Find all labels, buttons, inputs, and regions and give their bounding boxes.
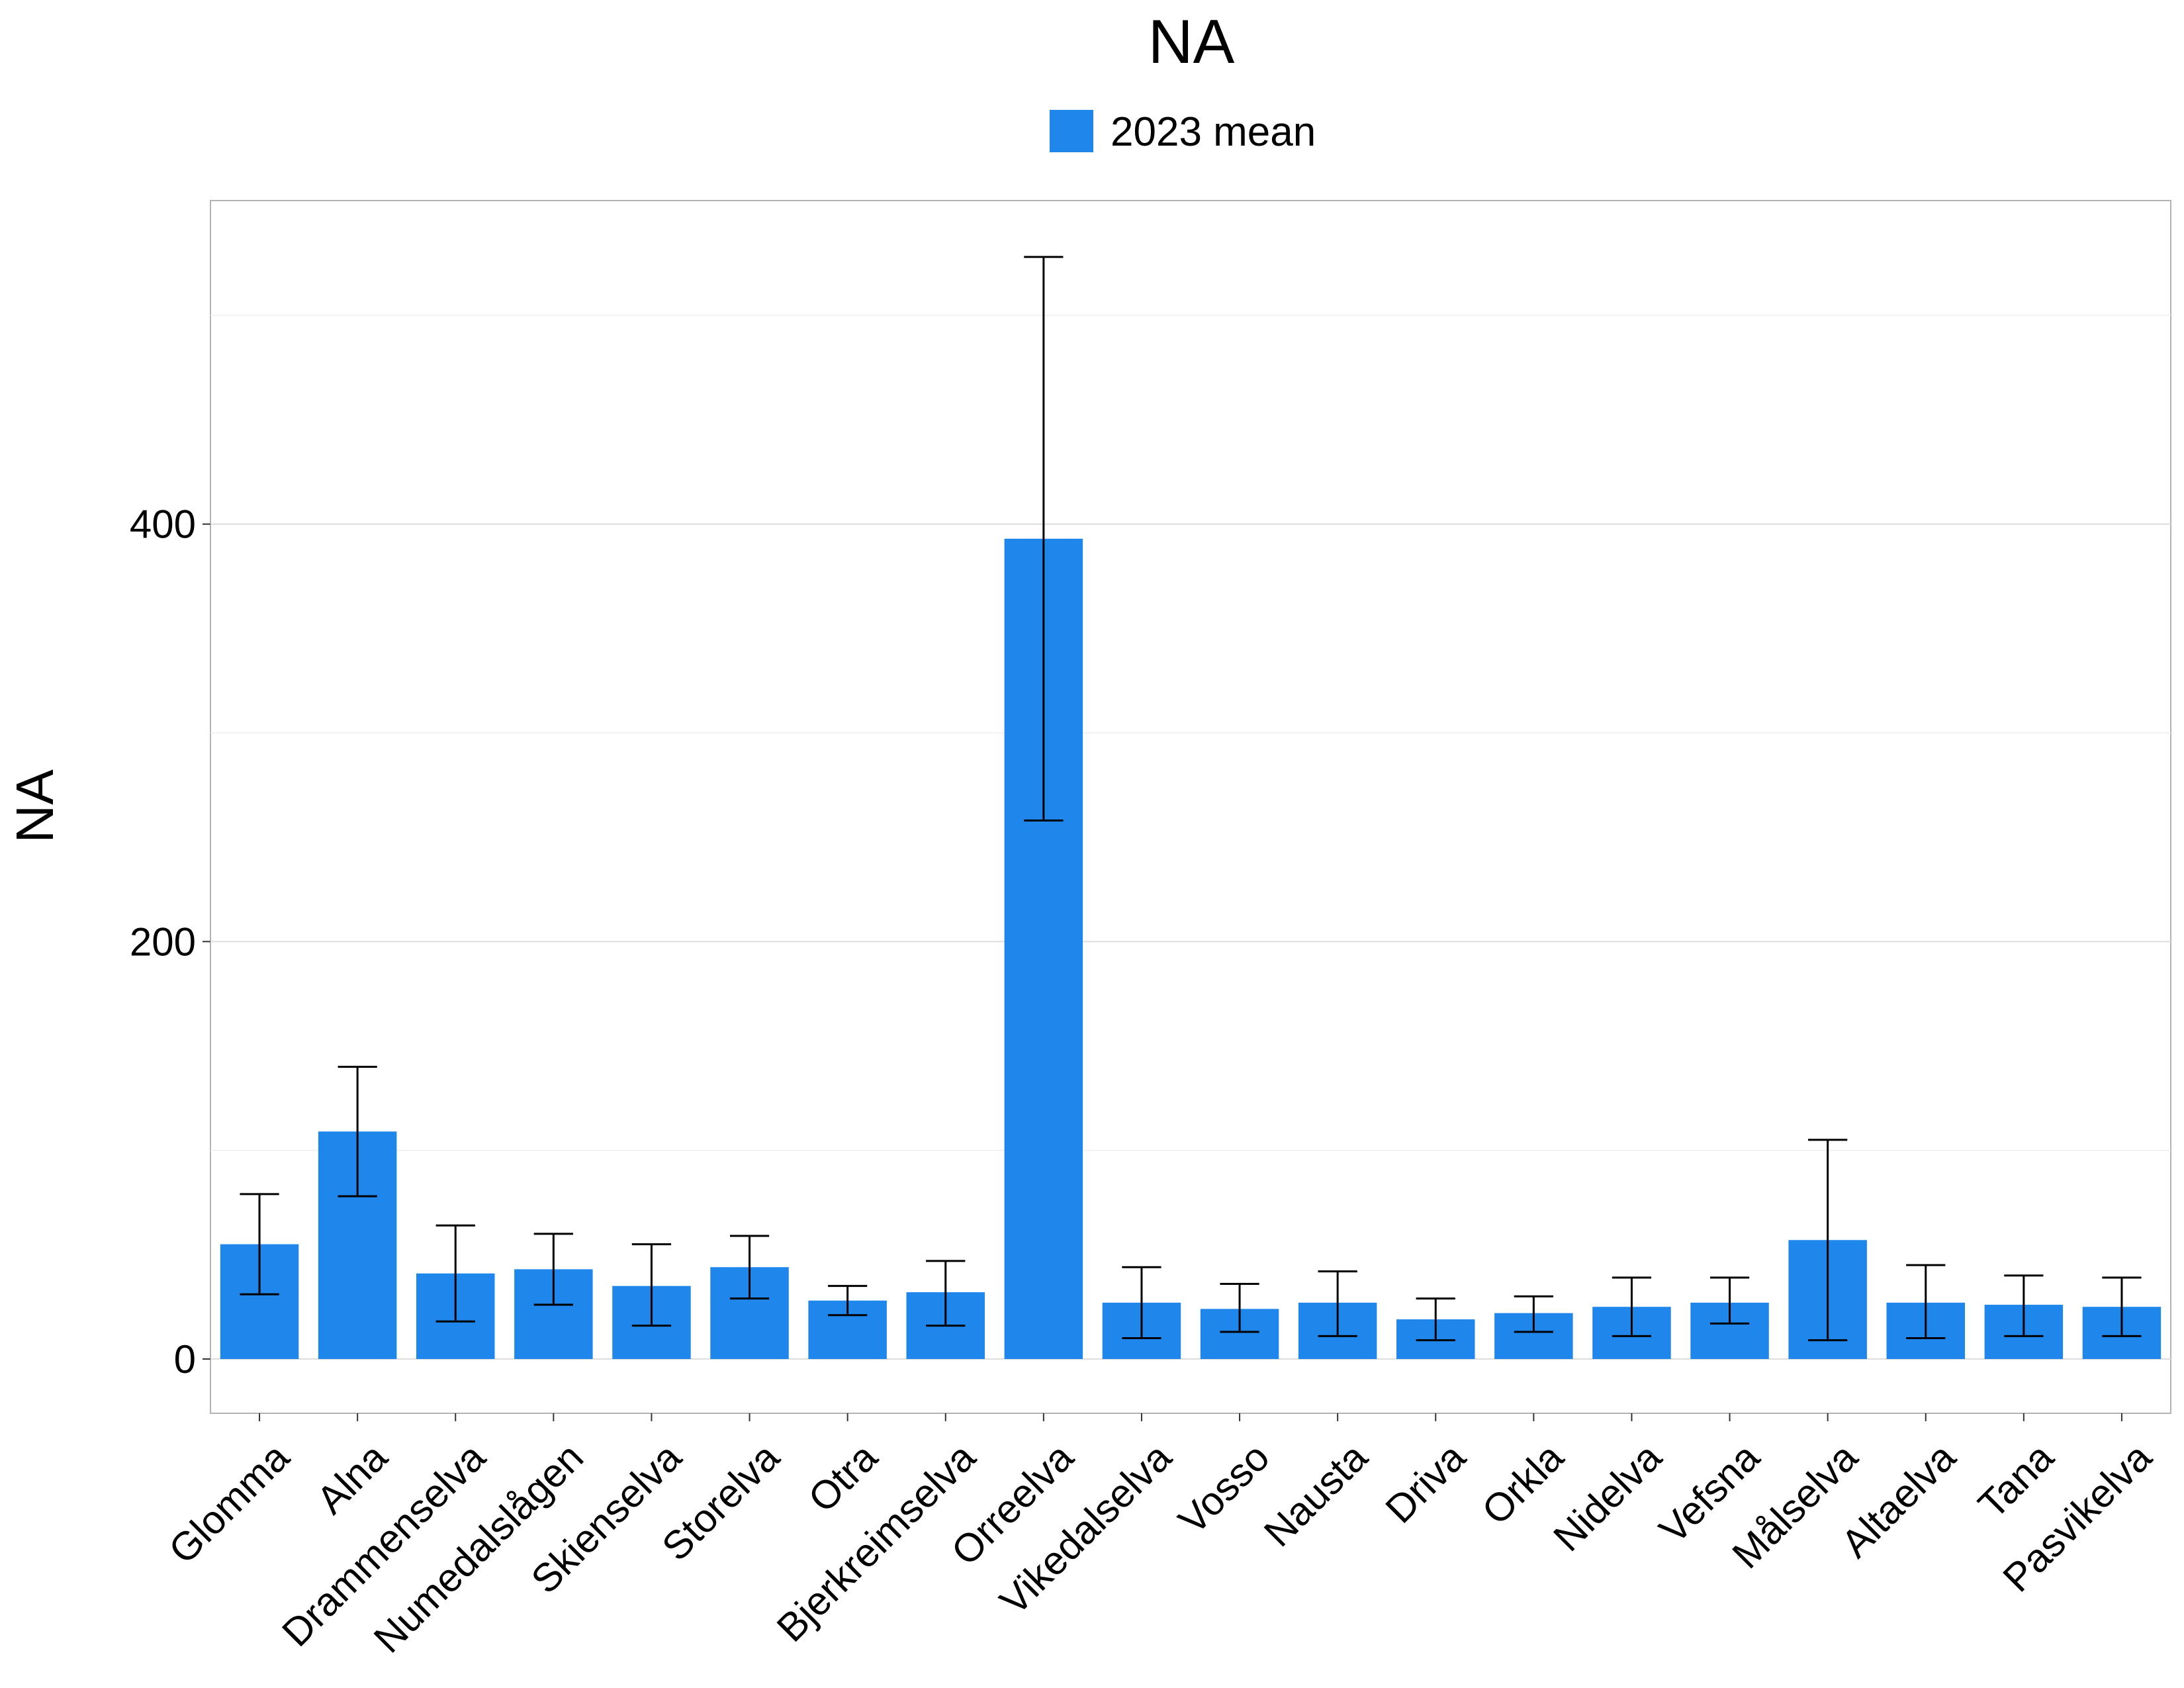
x-tick-label: Glomma — [160, 1434, 298, 1572]
x-tick-label: Tana — [1970, 1434, 2062, 1527]
error-bars — [240, 256, 2142, 1342]
y-tick-label: 0 — [174, 1337, 196, 1382]
y-tick-label: 200 — [130, 919, 196, 964]
legend-label: 2023 mean — [1111, 109, 1316, 155]
x-tick-label: Vikedalselva — [991, 1434, 1180, 1623]
plot-area — [210, 200, 2171, 1414]
legend: 2023 mean — [1050, 109, 1316, 155]
x-tick-label: Driva — [1377, 1434, 1475, 1532]
x-tick-label: Nidelva — [1545, 1434, 1670, 1560]
y-axis-label: NA — [5, 769, 64, 843]
legend-swatch — [1050, 110, 1093, 152]
x-tick-label: Otra — [799, 1434, 886, 1521]
chart-title: NA — [1148, 7, 1235, 76]
y-tick-label: 400 — [130, 502, 196, 547]
x-tick-label: Nausta — [1255, 1434, 1376, 1555]
y-axis: 0 200 400 — [130, 502, 210, 1382]
x-tick-label: Alna — [308, 1434, 396, 1523]
plot-border — [210, 200, 2171, 1414]
x-axis: Glomma AlnaDrammenselvaNumedalslågenSkien… — [160, 1413, 2160, 1662]
